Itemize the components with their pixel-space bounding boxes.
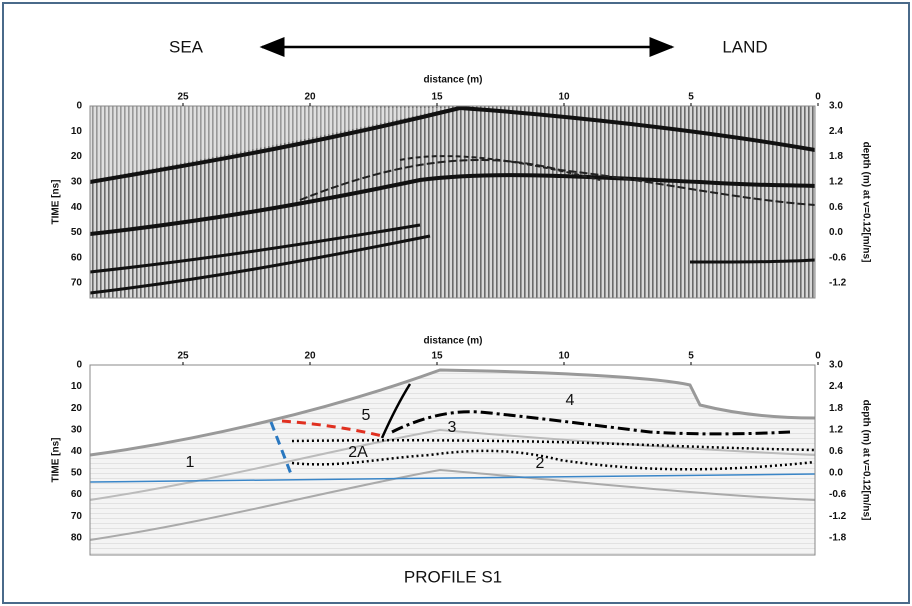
x-tick-label: 0 [815, 351, 821, 362]
y-axis-title: TIME [ns] [51, 180, 62, 225]
x-axis-title: distance (m) [424, 75, 483, 86]
y-tick-label: 10 [71, 381, 83, 392]
y2-tick-label: -1.2 [829, 278, 847, 289]
y-tick-label: 30 [71, 177, 83, 188]
x-tick-label: 20 [304, 351, 316, 362]
y-tick-label: 10 [71, 126, 83, 137]
y2-axis-title: depth (m) at v=0.12[m/ns] [860, 142, 871, 263]
radargram-bottom [90, 365, 815, 555]
y2-tick-label: 2.4 [829, 381, 843, 392]
y-tick-label: 70 [71, 278, 83, 289]
x-tick-label: 10 [558, 92, 570, 103]
y2-tick-label: -0.6 [829, 252, 847, 263]
radargram-top [90, 106, 815, 298]
y2-tick-label: -1.8 [829, 532, 847, 543]
x-tick-label: 5 [688, 92, 694, 103]
caption: PROFILE S1 [404, 567, 502, 586]
x-tick-label: 25 [177, 351, 189, 362]
y-tick-label: 70 [71, 511, 83, 522]
y2-tick-label: 0.0 [829, 227, 843, 238]
unit-label: 4 [566, 392, 575, 409]
y2-tick-label: 0.0 [829, 468, 843, 479]
y-tick-label: 50 [71, 227, 83, 238]
x-tick-label: 25 [177, 92, 189, 103]
y-tick-label: 60 [71, 489, 83, 500]
x-tick-label: 20 [304, 92, 316, 103]
x-tick-label: 15 [431, 92, 443, 103]
y2-tick-label: 1.2 [829, 177, 843, 188]
unit-label: 1 [186, 454, 195, 471]
y-tick-label: 40 [71, 202, 83, 213]
y-tick-label: 80 [71, 532, 83, 543]
y-tick-label: 50 [71, 468, 83, 479]
y2-tick-label: 2.4 [829, 126, 843, 137]
x-tick-label: 0 [815, 92, 821, 103]
y2-tick-label: 1.8 [829, 403, 843, 414]
y-tick-label: 0 [76, 101, 82, 112]
y-tick-label: 20 [71, 403, 83, 414]
x-tick-label: 5 [688, 351, 694, 362]
y2-tick-label: 1.8 [829, 151, 843, 162]
y2-tick-label: -0.6 [829, 489, 847, 500]
figure: SEA LAND PROFILE S1 distance (m)25201510… [0, 0, 912, 606]
y-tick-label: 40 [71, 446, 83, 457]
y2-tick-label: 3.0 [829, 101, 843, 112]
unit-label: 2A [348, 444, 368, 461]
y-tick-label: 20 [71, 151, 83, 162]
x-tick-label: 10 [558, 351, 570, 362]
y2-tick-label: 0.6 [829, 202, 843, 213]
y-tick-label: 0 [76, 360, 82, 371]
y-tick-label: 60 [71, 252, 83, 263]
y2-tick-label: -1.2 [829, 511, 847, 522]
y2-tick-label: 0.6 [829, 446, 843, 457]
y-axis-title: TIME [ns] [51, 438, 62, 483]
unit-label: 2 [536, 455, 545, 472]
y2-tick-label: 3.0 [829, 360, 843, 371]
x-tick-label: 15 [431, 351, 443, 362]
y2-axis-title: depth (m) at v=0.12[m/ns] [860, 400, 871, 521]
y-tick-label: 30 [71, 424, 83, 435]
unit-label: 5 [362, 407, 371, 424]
y2-tick-label: 1.2 [829, 424, 843, 435]
x-axis-title: distance (m) [424, 336, 483, 347]
land-label: LAND [722, 37, 767, 56]
sea-label: SEA [169, 37, 204, 56]
unit-label: 3 [448, 419, 457, 436]
